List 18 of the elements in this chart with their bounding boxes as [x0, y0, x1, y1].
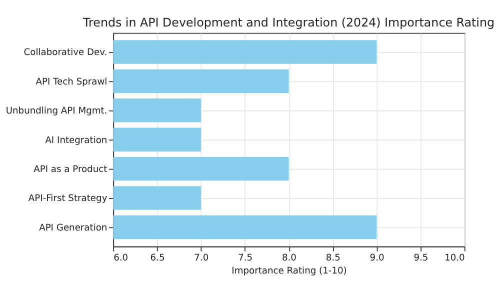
chart-title: Trends in API Development and Integration (2024) Importance Rating [82, 15, 495, 30]
x-tick-label: 7.5 [238, 254, 253, 264]
x-tick-label: 8.5 [326, 254, 340, 264]
y-tick-label: Collaborative Dev. [24, 48, 108, 58]
x-tick-label: 9.0 [370, 254, 384, 264]
y-tick-label: API as a Product [34, 165, 108, 176]
x-axis-title: Importance Rating (1-10) [232, 266, 347, 276]
y-tick-label: Unbundling API Mgmt. [6, 106, 108, 117]
y-tick-label: API-First Strategy [28, 194, 108, 204]
x-tick-label: 7.0 [194, 254, 209, 264]
y-tick-label: API Generation [39, 223, 108, 234]
x-tick-label: 6.5 [150, 254, 165, 264]
x-tick-label: 10.0 [444, 254, 466, 264]
y-tick-label: API Tech Sprawl [36, 77, 108, 88]
x-tick-label: 9.5 [414, 254, 428, 264]
x-tick-label: 6.0 [114, 254, 128, 264]
y-tick-label: AI Integration [45, 136, 108, 146]
x-tick-label: 8.0 [282, 254, 297, 264]
